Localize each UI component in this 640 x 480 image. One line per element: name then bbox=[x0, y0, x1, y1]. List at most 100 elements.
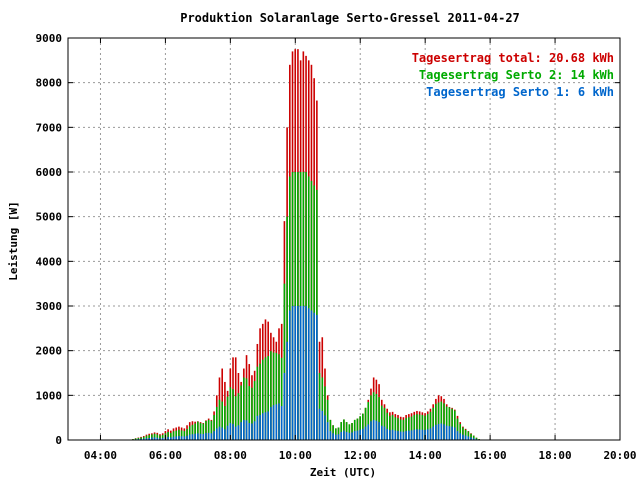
bar-serto1 bbox=[443, 424, 445, 440]
bar-serto2 bbox=[426, 414, 429, 440]
bar-serto1 bbox=[224, 429, 226, 440]
bar-serto1 bbox=[459, 433, 462, 440]
bar-serto1 bbox=[397, 431, 399, 440]
bar-serto1 bbox=[445, 425, 448, 440]
bar-serto2 bbox=[134, 438, 137, 440]
bar-serto1 bbox=[362, 428, 364, 440]
bar-serto2 bbox=[248, 385, 251, 440]
bar-serto1 bbox=[421, 429, 424, 440]
bar-serto2 bbox=[435, 403, 437, 440]
bars-group bbox=[132, 49, 483, 441]
bar-serto1 bbox=[324, 415, 326, 440]
bar-serto2 bbox=[202, 423, 205, 440]
bar-serto1 bbox=[291, 306, 294, 440]
bar-serto1 bbox=[313, 312, 315, 440]
bar-serto1 bbox=[297, 306, 299, 440]
bar-serto1 bbox=[302, 306, 305, 440]
y-tick-label: 9000 bbox=[36, 32, 63, 45]
bar-serto1 bbox=[159, 438, 161, 440]
bar-serto2 bbox=[378, 397, 380, 440]
bar-serto2 bbox=[167, 431, 169, 440]
bar-serto1 bbox=[367, 424, 370, 440]
y-tick-label: 5000 bbox=[36, 211, 63, 224]
bar-serto2 bbox=[418, 414, 421, 440]
bar-serto1 bbox=[464, 435, 467, 440]
bar-serto2 bbox=[432, 407, 434, 440]
bar-serto2 bbox=[170, 432, 172, 440]
bar-serto1 bbox=[191, 434, 194, 440]
bar-serto2 bbox=[207, 419, 210, 440]
bar-serto2 bbox=[459, 423, 462, 440]
bar-serto2 bbox=[348, 424, 351, 440]
bar-serto1 bbox=[270, 406, 272, 440]
bar-serto1 bbox=[253, 421, 256, 440]
bar-serto2 bbox=[429, 411, 432, 440]
x-tick-label: 18:00 bbox=[538, 449, 571, 462]
bar-serto2 bbox=[237, 393, 240, 440]
bar-serto2 bbox=[153, 433, 156, 440]
x-tick-label: 10:00 bbox=[279, 449, 312, 462]
bar-serto1 bbox=[408, 430, 410, 440]
bar-serto1 bbox=[261, 413, 264, 440]
bar-serto1 bbox=[383, 426, 386, 440]
bar-serto2 bbox=[234, 396, 237, 440]
y-tick-label: 3000 bbox=[36, 300, 63, 313]
bar-serto2 bbox=[178, 429, 180, 440]
chart-title: Produktion Solaranlage Serto-Gressel 201… bbox=[180, 11, 520, 25]
x-tick-label: 14:00 bbox=[409, 449, 442, 462]
bar-serto2 bbox=[188, 426, 191, 440]
bar-serto2 bbox=[321, 377, 324, 440]
x-tick-label: 20:00 bbox=[603, 449, 636, 462]
bar-serto2 bbox=[394, 417, 397, 440]
bar-serto2 bbox=[251, 387, 253, 440]
bar-serto2 bbox=[440, 401, 443, 440]
bar-serto1 bbox=[278, 403, 280, 440]
bar-serto1 bbox=[286, 341, 288, 440]
bar-serto2 bbox=[267, 356, 269, 440]
bar-serto1 bbox=[180, 436, 183, 440]
bar-serto2 bbox=[145, 435, 148, 440]
bar-serto2 bbox=[218, 399, 221, 440]
bar-serto1 bbox=[161, 437, 164, 440]
bar-serto2 bbox=[256, 366, 259, 440]
legend-entry: Tagesertrag Serto 1: 6 kWh bbox=[426, 85, 614, 99]
bar-serto1 bbox=[175, 436, 178, 440]
bar-serto2 bbox=[324, 386, 326, 440]
bar-serto2 bbox=[270, 351, 272, 440]
bar-serto2 bbox=[353, 419, 356, 440]
bar-serto2 bbox=[180, 430, 183, 440]
bar-serto2 bbox=[148, 435, 150, 440]
bar-serto2 bbox=[318, 373, 321, 440]
bar-serto2 bbox=[362, 413, 364, 440]
bar-serto1 bbox=[329, 431, 332, 440]
bar-serto2 bbox=[335, 428, 337, 440]
bar-serto1 bbox=[454, 427, 456, 440]
bar-serto2 bbox=[443, 403, 445, 440]
bar-serto1 bbox=[351, 432, 353, 440]
bar-serto1 bbox=[305, 306, 307, 440]
bar-serto2 bbox=[375, 393, 378, 440]
bar-serto2 bbox=[372, 392, 375, 440]
bar-serto2 bbox=[261, 359, 264, 440]
bar-serto1 bbox=[435, 424, 437, 440]
bar-serto2 bbox=[464, 429, 467, 440]
y-tick-label: 7000 bbox=[36, 121, 63, 134]
bar-serto2 bbox=[226, 396, 229, 440]
bar-serto2 bbox=[161, 434, 164, 440]
bar-serto1 bbox=[156, 437, 159, 440]
bar-serto1 bbox=[399, 431, 402, 440]
bar-serto2 bbox=[445, 406, 448, 440]
bar-serto1 bbox=[207, 432, 210, 440]
bar-serto2 bbox=[332, 425, 334, 440]
bar-serto1 bbox=[332, 433, 334, 440]
bar-serto1 bbox=[394, 430, 397, 440]
bar-serto1 bbox=[243, 419, 245, 440]
bar-serto2 bbox=[264, 357, 267, 440]
bar-serto1 bbox=[172, 436, 175, 440]
bar-serto2 bbox=[340, 422, 343, 440]
bar-serto1 bbox=[372, 419, 375, 440]
bar-serto2 bbox=[289, 176, 291, 440]
bar-serto2 bbox=[253, 381, 256, 440]
bar-serto1 bbox=[432, 426, 434, 440]
